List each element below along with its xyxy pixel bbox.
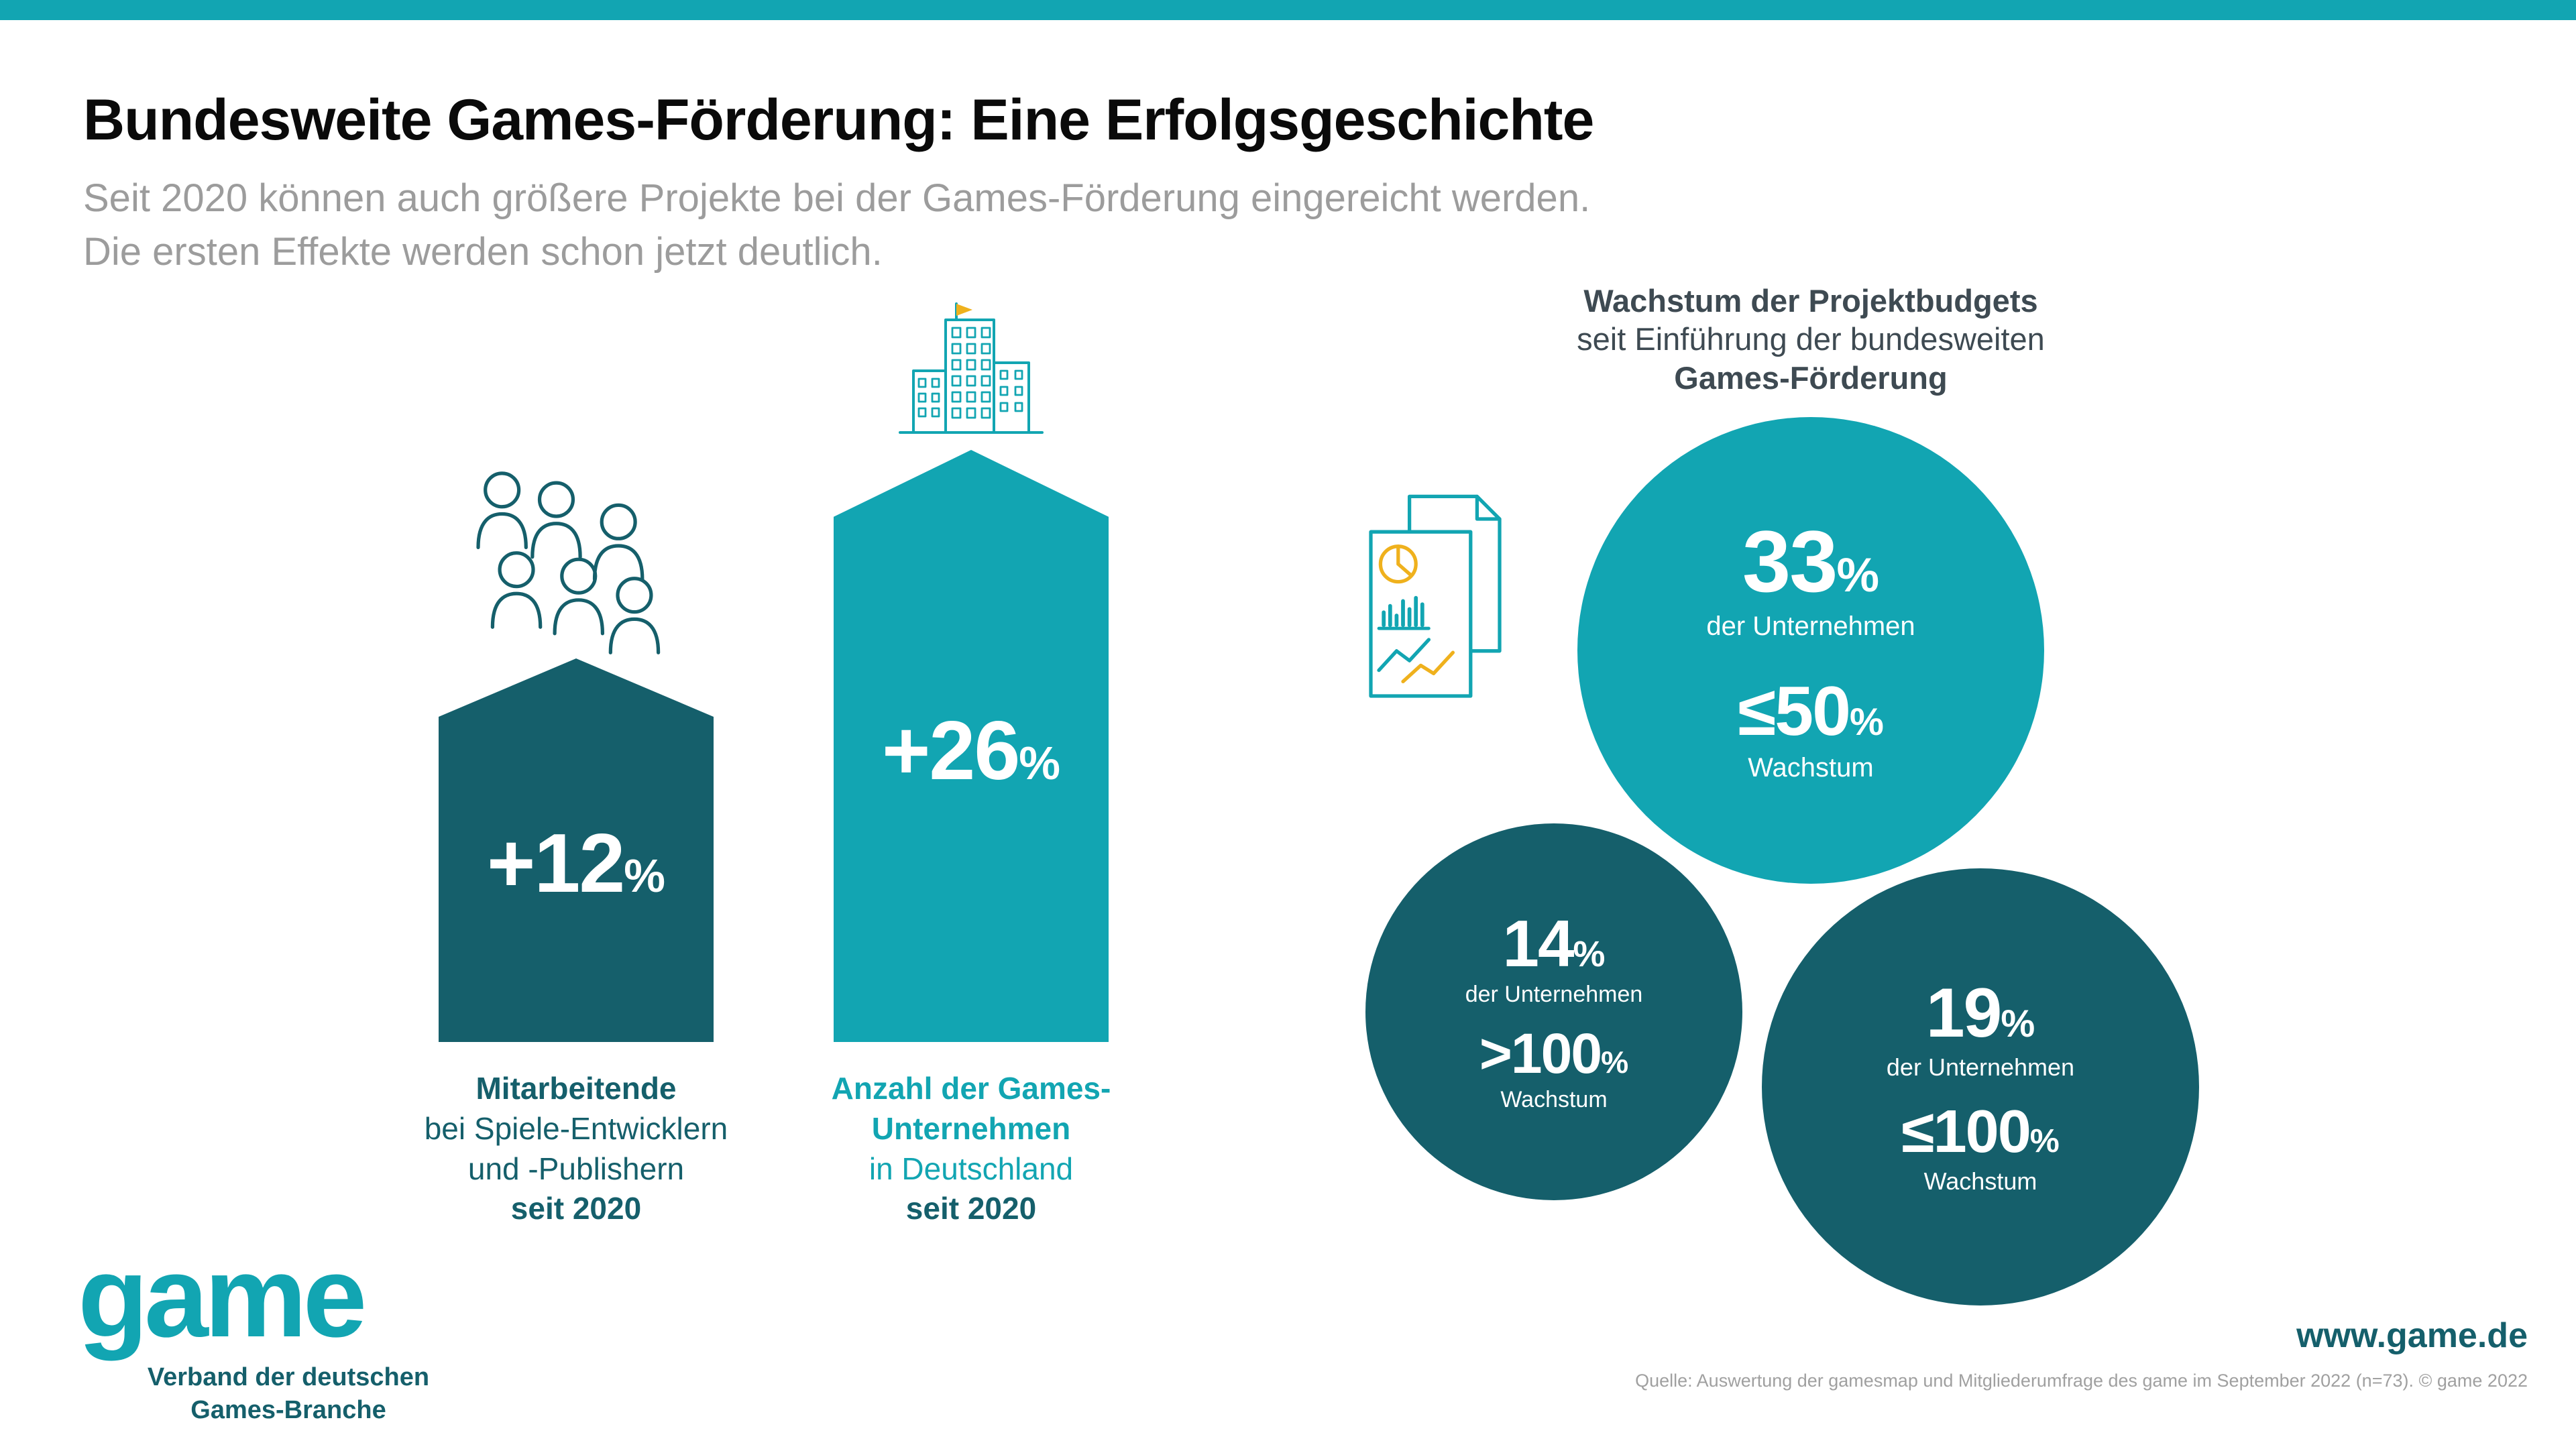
line-chart-icon-yellow <box>1401 650 1455 684</box>
bubble-growth-label: Wachstum <box>1500 1087 1608 1112</box>
bubble-who: der Unternehmen <box>1706 612 1915 641</box>
building-icon <box>899 302 1044 434</box>
bubble-who: der Unternehmen <box>1465 982 1643 1007</box>
source-note: Quelle: Auswertung der gamesmap und Mitg… <box>1635 1371 2528 1391</box>
stat-bubble-33: 33% der Unternehmen ≤50% Wachstum <box>1577 417 2044 884</box>
game-logo-tagline: Verband der deutschen Games-Branche <box>147 1363 430 1425</box>
top-accent-bar <box>0 0 2576 20</box>
bar-companies-label: Anzahl der Games- Unternehmen in Deutsch… <box>831 1071 1111 1226</box>
bubble-growth-label: Wachstum <box>1748 753 1874 783</box>
stat-bubble-19: 19% der Unternehmen ≤100% Wachstum <box>1762 868 2199 1306</box>
bubble-growth: >100% <box>1479 1022 1629 1085</box>
bar-companies-value: +26% <box>881 704 1061 797</box>
subtitle-line-2: Die ersten Effekte werden schon jetzt de… <box>83 230 883 274</box>
bar-companies: +26% <box>834 450 1109 1042</box>
budget-heading: Wachstum der Projektbudgets seit Einführ… <box>1577 283 2045 396</box>
line-chart-icon <box>1377 638 1431 673</box>
subtitle-line-1: Seit 2020 können auch größere Projekte b… <box>83 176 1591 220</box>
bubble-growth: ≤50% <box>1738 673 1884 750</box>
bubble-share: 19% <box>1925 974 2035 1052</box>
bar-employees-value: +12% <box>486 817 666 910</box>
bubble-who: der Unternehmen <box>1886 1053 2075 1081</box>
report-icon <box>1369 494 1502 698</box>
stat-bubble-14: 14% der Unternehmen >100% Wachstum <box>1365 823 1742 1200</box>
bar-employees: +12% <box>439 658 714 1042</box>
bubble-share: 33% <box>1742 512 1880 610</box>
website-link[interactable]: www.game.de <box>2296 1316 2528 1355</box>
bubble-growth: ≤100% <box>1901 1098 2060 1165</box>
bubble-growth-label: Wachstum <box>1923 1167 2037 1195</box>
flag-icon <box>956 304 972 316</box>
bar-employees-label: Mitarbeitende bei Spiele-Entwicklern und… <box>424 1071 728 1226</box>
page-title: Bundesweite Games-Förderung: Eine Erfolg… <box>83 88 1594 152</box>
bubble-share: 14% <box>1502 907 1606 980</box>
people-icon <box>463 461 688 656</box>
game-logo: game <box>78 1232 367 1361</box>
page-subtitle: Seit 2020 können auch größere Projekte b… <box>83 172 1590 279</box>
bar-chart-icon <box>1382 595 1424 628</box>
